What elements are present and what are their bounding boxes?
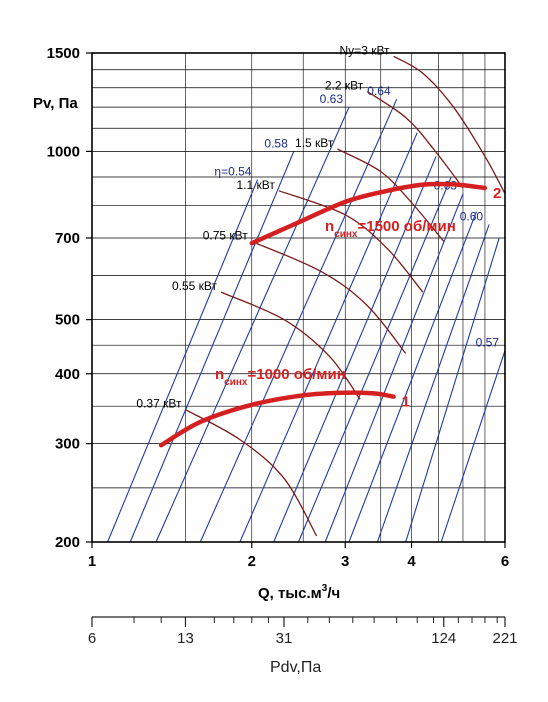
y-tick-label: 200 — [55, 534, 80, 551]
plot-border — [91, 52, 506, 543]
y-tick-label: 700 — [55, 230, 80, 247]
y-tick-label: 300 — [55, 436, 80, 453]
power-line — [278, 190, 424, 293]
curve-number: 2 — [493, 185, 501, 202]
pdv-tick-label: 124 — [431, 630, 456, 647]
power-label: 0.37 кВт — [136, 397, 182, 411]
power-label: 1.5 кВт — [295, 136, 334, 150]
y-tick-label: 400 — [55, 366, 80, 383]
power-line — [220, 291, 361, 400]
rpm-value: =1000 об/мин — [247, 366, 345, 383]
power-label: 0.55 кВт — [172, 279, 218, 293]
efficiency-line — [107, 179, 259, 543]
grid — [92, 53, 505, 542]
efficiency-line — [440, 350, 506, 543]
x-tick-label: 6 — [501, 553, 509, 570]
performance-curve — [158, 390, 396, 448]
y-tick-label: 1500 — [47, 45, 80, 62]
power-line — [185, 409, 318, 537]
power-line — [393, 55, 506, 195]
x-axis-title: Q, тыс.м3/ч — [258, 583, 340, 602]
efficiency-line — [376, 224, 490, 543]
rpm-value: =1500 об/мин — [357, 218, 455, 235]
rpm-label: nсинх=1000 об/мин — [215, 366, 346, 388]
rpm-subscript: синх — [224, 377, 248, 388]
power-line — [366, 90, 464, 189]
y-tick-label: 500 — [55, 312, 80, 329]
efficiency-label: 0.64 — [367, 84, 391, 98]
efficiency-line — [199, 98, 398, 543]
power-line — [251, 240, 407, 354]
efficiency-label: 0.58 — [264, 136, 288, 150]
pdv-axis: 6 13 31 124 221 — [88, 616, 518, 647]
efficiency-label: η=0.54 — [214, 165, 251, 179]
rpm-prefix: n — [215, 366, 224, 383]
power-label: 0.75 кВт — [203, 228, 249, 242]
x-tick-label: 1 — [88, 553, 96, 570]
efficiency-line — [239, 132, 418, 543]
power-label: Ny=3 кВт — [340, 43, 391, 57]
efficiency-label: 0.57 — [476, 336, 500, 350]
efficiency-line — [155, 106, 350, 543]
pdv-tick-label: 31 — [276, 630, 293, 647]
efficiency-label: 0.63 — [320, 92, 344, 106]
pdv-tick-label: 13 — [177, 630, 194, 647]
power-line — [337, 148, 445, 242]
power-label: 1.1 кВт — [237, 178, 276, 192]
performance-curve — [249, 181, 488, 246]
efficiency-lines: η=0.540.580.630.640.630.600.57 — [107, 84, 506, 543]
rpm-prefix: n — [325, 218, 334, 235]
efficiency-line — [324, 193, 464, 543]
rpm-subscript: синх — [334, 229, 358, 240]
efficiency-line — [129, 151, 295, 543]
rpm-label: nсинх=1500 об/мин — [325, 218, 456, 240]
x-tick-label: 3 — [341, 553, 349, 570]
pdv-axis-title: Pdv,Па — [270, 659, 321, 676]
x-tick-label: 4 — [407, 553, 416, 570]
x-tick-label: 2 — [248, 553, 256, 570]
efficiency-line — [297, 176, 452, 543]
efficiency-line — [273, 156, 437, 543]
plot-frame — [91, 52, 506, 543]
power-lines: Ny=3 кВт 2.2 кВт 1.5 кВт 1.1 кВт 0.75 кВт 0.5… — [136, 43, 506, 537]
y-tick-label: 1000 — [47, 143, 80, 160]
y-axis-title: Pv, Па — [33, 95, 78, 112]
power-label: 2.2 кВт — [325, 78, 364, 92]
axis-ticks: 200 300 400 500 700 1000 1500 1 2 3 4 6 — [47, 45, 510, 570]
efficiency-line — [348, 211, 477, 543]
efficiency-line — [405, 237, 500, 543]
efficiency-label: 0.60 — [460, 209, 484, 223]
curve-number: 1 — [402, 394, 410, 411]
pdv-tick-label: 221 — [492, 630, 517, 647]
pdv-tick-label: 6 — [88, 630, 96, 647]
